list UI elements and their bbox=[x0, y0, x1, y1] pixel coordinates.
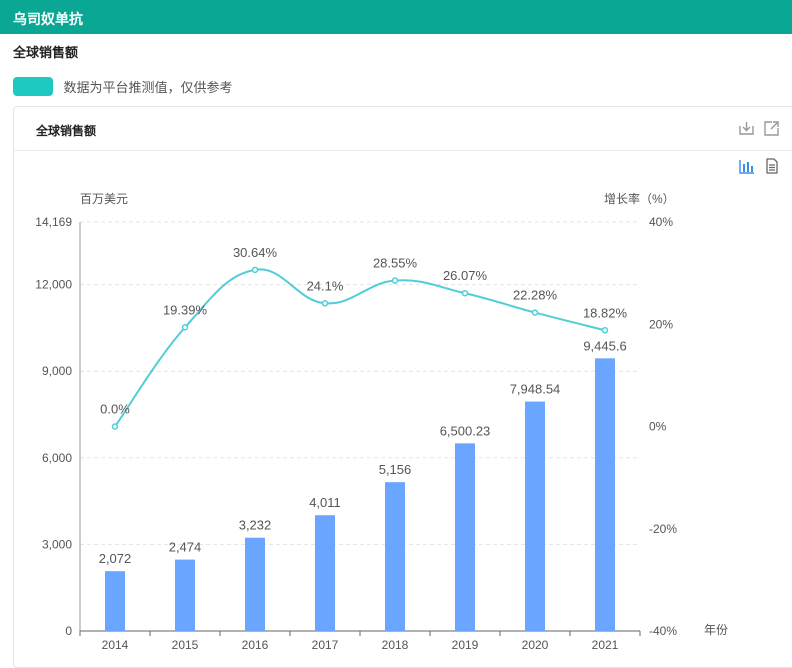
growth-value-label: 28.55% bbox=[373, 256, 418, 271]
bar-2015 bbox=[175, 559, 195, 631]
growth-point-2020 bbox=[531, 309, 539, 316]
bar-2021 bbox=[595, 358, 615, 631]
growth-line-series: 0.0% 19.39% 30.64% 24.1% 28.55% 26.07% 22.28% 1… bbox=[100, 245, 628, 430]
x-tick-label: 2018 bbox=[382, 638, 409, 652]
growth-point-2021 bbox=[601, 327, 609, 334]
axes: 0 3,000 6,000 9,000 12,000 14,169 -40% -20% 0% 20… bbox=[35, 215, 677, 652]
notice-badge bbox=[13, 77, 53, 96]
x-tick-label: 2017 bbox=[312, 638, 339, 652]
y-tick-left: 3,000 bbox=[42, 537, 72, 551]
bar-2019 bbox=[455, 443, 475, 631]
y-tick-left: 0 bbox=[65, 624, 72, 638]
top-bar: 乌司奴单抗 bbox=[0, 0, 792, 34]
y-tick-left: 9,000 bbox=[42, 364, 72, 378]
card-header: 全球销售额 bbox=[14, 107, 792, 151]
y-tick-left: 14,169 bbox=[35, 215, 72, 229]
growth-value-label: 18.82% bbox=[583, 305, 628, 320]
y-tick-right: 0% bbox=[649, 420, 667, 434]
bar-value-label: 7,948.54 bbox=[510, 382, 561, 397]
growth-value-label: 19.39% bbox=[163, 302, 208, 317]
notice-text: 数据为平台推测值，仅供参考 bbox=[63, 80, 233, 95]
data-notice: 数据为平台推测值，仅供参考 bbox=[13, 77, 232, 97]
card-title: 全球销售额 bbox=[36, 124, 97, 138]
bar-value-label: 6,500.23 bbox=[440, 423, 491, 438]
bar-value-label: 9,445.6 bbox=[583, 338, 626, 353]
y-tick-left: 6,000 bbox=[42, 451, 72, 465]
x-tick-label: 2016 bbox=[242, 638, 269, 652]
growth-value-label: 26.07% bbox=[443, 268, 488, 283]
bar-2018 bbox=[385, 482, 405, 631]
bar-value-label: 2,072 bbox=[99, 551, 132, 566]
axis-labels: 百万美元 增长率（%） 年份 bbox=[80, 191, 728, 637]
gridlines bbox=[80, 221, 640, 545]
y-axis-left-title: 百万美元 bbox=[80, 192, 128, 206]
section-title: 全球销售额 bbox=[13, 45, 79, 60]
y-axis-right-title: 增长率（%） bbox=[604, 191, 675, 206]
growth-point-2014 bbox=[111, 423, 119, 430]
y-tick-left: 12,000 bbox=[35, 278, 72, 292]
growth-point-2015 bbox=[181, 324, 189, 331]
bar-value-label: 5,156 bbox=[379, 462, 412, 477]
growth-value-label: 0.0% bbox=[100, 402, 130, 417]
growth-value-label: 24.1% bbox=[307, 278, 344, 293]
y-tick-right: 40% bbox=[649, 215, 673, 229]
x-tick-label: 2015 bbox=[172, 638, 199, 652]
bar-chart-icon[interactable] bbox=[739, 158, 755, 174]
x-tick-label: 2014 bbox=[102, 638, 129, 652]
growth-value-label: 22.28% bbox=[513, 288, 558, 303]
bar-2020 bbox=[525, 401, 545, 631]
document-icon[interactable] bbox=[764, 158, 780, 174]
growth-point-2016 bbox=[251, 266, 259, 274]
drug-name-title: 乌司奴单抗 bbox=[13, 11, 83, 27]
y-tick-right: -20% bbox=[649, 522, 677, 536]
growth-value-label: 30.64% bbox=[233, 245, 278, 260]
bar-series: 2,072 2,474 3,232 4,011 5,156 6,500.23 7,948.5… bbox=[99, 338, 627, 631]
bar-value-label: 4,011 bbox=[309, 495, 341, 510]
x-tick-label: 2019 bbox=[452, 638, 479, 652]
growth-point-2018 bbox=[391, 277, 399, 284]
bar-2016 bbox=[245, 537, 265, 631]
external-link-icon[interactable] bbox=[763, 120, 780, 137]
bar-2017 bbox=[315, 515, 335, 631]
bar-value-label: 2,474 bbox=[169, 540, 202, 555]
x-axis-title: 年份 bbox=[704, 623, 728, 637]
bar-2014 bbox=[105, 571, 125, 631]
y-tick-right: 20% bbox=[649, 317, 673, 331]
download-icon[interactable] bbox=[738, 120, 755, 137]
bar-value-label: 3,232 bbox=[239, 518, 272, 533]
growth-point-2019 bbox=[461, 289, 469, 297]
x-tick-label: 2021 bbox=[592, 638, 619, 652]
growth-point-2017 bbox=[321, 300, 329, 307]
y-tick-right: -40% bbox=[649, 624, 677, 638]
x-tick-label: 2020 bbox=[522, 638, 549, 652]
